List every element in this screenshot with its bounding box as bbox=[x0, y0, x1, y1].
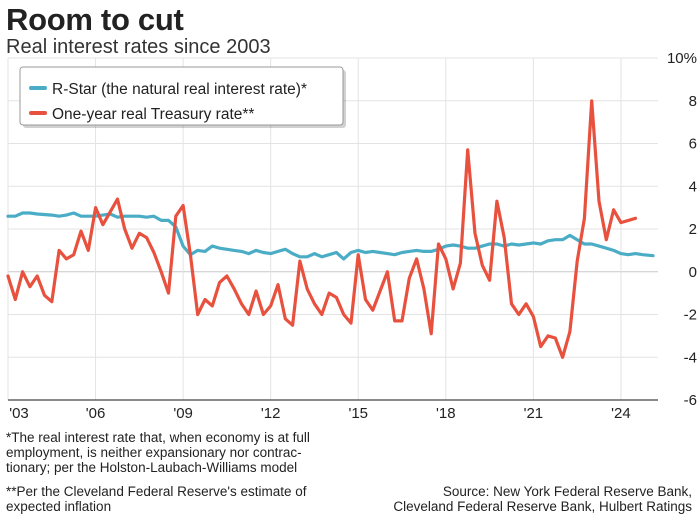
legend-box bbox=[19, 66, 344, 126]
x-tick-label-6: '21 bbox=[524, 405, 544, 422]
legend-label-1: One-year real Treasury rate** bbox=[52, 106, 254, 123]
y-tick-label-1: -4 bbox=[684, 349, 697, 366]
footnote-treasury: **Per the Cleveland Federal Reserve's es… bbox=[6, 484, 307, 514]
legend-label-0: R-Star (the natural real interest rate)* bbox=[52, 81, 307, 98]
chart-title: Room to cut bbox=[6, 2, 184, 37]
footnote-r-star: *The real interest rate that, when econo… bbox=[6, 430, 310, 475]
y-tick-label-7: 8 bbox=[689, 93, 697, 110]
x-tick-label-2: '09 bbox=[173, 405, 193, 422]
source-line-1: Source: New York Federal Reserve Bank, bbox=[442, 484, 692, 499]
series-line-r-star bbox=[6, 211, 655, 261]
x-tick-label-1: '06 bbox=[86, 405, 106, 422]
x-tick-label-0: '03 bbox=[9, 405, 29, 422]
y-tick-label-0: -6 bbox=[684, 392, 697, 409]
y-tick-label-4: 2 bbox=[689, 221, 697, 238]
source-line-2: Cleveland Federal Reserve Bank, Hulbert … bbox=[393, 499, 692, 514]
series-line-treasury bbox=[6, 99, 638, 359]
y-tick-label-5: 4 bbox=[689, 178, 697, 195]
chart-subtitle: Real interest rates since 2003 bbox=[6, 36, 271, 58]
y-tick-label-6: 6 bbox=[689, 136, 697, 153]
source-note: Source: New York Federal Reserve Bank, C… bbox=[393, 484, 692, 514]
x-tick-label-7: '24 bbox=[611, 405, 631, 422]
x-tick-label-4: '15 bbox=[348, 405, 368, 422]
y-tick-label-2: -2 bbox=[684, 307, 697, 324]
x-tick-label-3: '12 bbox=[261, 405, 281, 422]
x-tick-label-5: '18 bbox=[436, 405, 456, 422]
y-tick-label-8: 10% bbox=[667, 50, 697, 67]
y-tick-label-3: 0 bbox=[689, 264, 697, 281]
